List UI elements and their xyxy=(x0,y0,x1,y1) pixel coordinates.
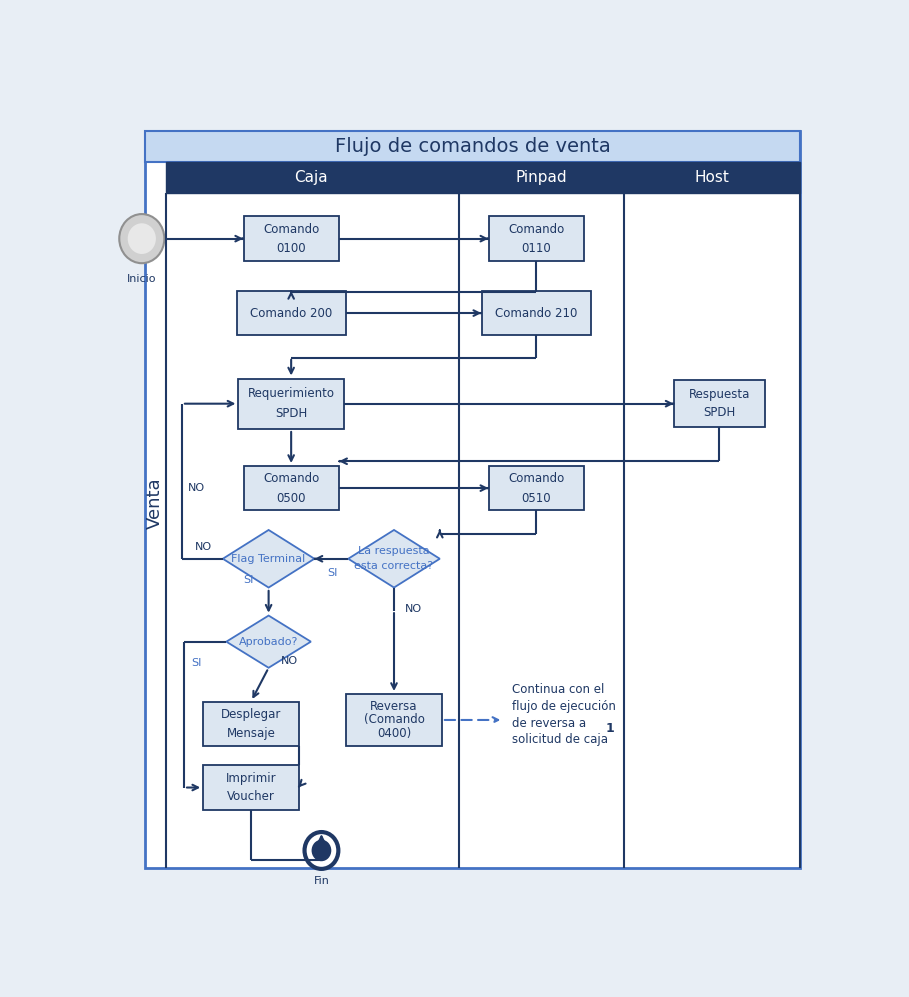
Text: Flag Terminal: Flag Terminal xyxy=(232,553,305,563)
Text: SI: SI xyxy=(192,658,202,668)
Text: Reversa: Reversa xyxy=(370,700,418,713)
FancyBboxPatch shape xyxy=(674,380,765,428)
FancyBboxPatch shape xyxy=(482,291,591,335)
Text: 0400): 0400) xyxy=(377,727,411,741)
FancyBboxPatch shape xyxy=(145,132,801,868)
Polygon shape xyxy=(348,530,440,587)
Text: 0510: 0510 xyxy=(522,492,551,504)
Text: Comando 200: Comando 200 xyxy=(250,307,333,320)
Polygon shape xyxy=(226,615,311,668)
Text: Aprobado?: Aprobado? xyxy=(239,637,298,647)
Text: Comando 210: Comando 210 xyxy=(495,307,577,320)
Text: Host: Host xyxy=(695,169,730,184)
FancyBboxPatch shape xyxy=(204,702,298,746)
Text: Continua con el: Continua con el xyxy=(513,683,604,696)
Text: 0110: 0110 xyxy=(522,242,551,255)
Text: Caja: Caja xyxy=(295,169,327,184)
Text: Desplegar: Desplegar xyxy=(221,708,281,721)
Text: solicitud de caja: solicitud de caja xyxy=(513,734,608,747)
Circle shape xyxy=(305,832,338,869)
Circle shape xyxy=(312,839,331,861)
Text: SPDH: SPDH xyxy=(275,407,307,420)
Text: Comando: Comando xyxy=(263,473,319,486)
Text: Comando: Comando xyxy=(508,473,564,486)
Text: NO: NO xyxy=(281,656,298,666)
FancyBboxPatch shape xyxy=(236,291,345,335)
FancyBboxPatch shape xyxy=(489,216,584,261)
Text: Flujo de comandos de venta: Flujo de comandos de venta xyxy=(335,137,611,156)
Text: Voucher: Voucher xyxy=(227,791,275,804)
FancyBboxPatch shape xyxy=(238,379,344,429)
Text: NO: NO xyxy=(188,484,205,494)
FancyBboxPatch shape xyxy=(346,694,442,746)
FancyBboxPatch shape xyxy=(145,132,801,162)
Text: Fin: Fin xyxy=(314,876,329,886)
Text: Requerimiento: Requerimiento xyxy=(247,387,335,400)
Text: NO: NO xyxy=(405,604,423,614)
FancyBboxPatch shape xyxy=(244,466,339,510)
FancyBboxPatch shape xyxy=(244,216,339,261)
Text: 0100: 0100 xyxy=(276,242,306,255)
Text: La respuesta: La respuesta xyxy=(358,546,430,556)
Text: Respuesta: Respuesta xyxy=(689,388,750,401)
Text: Comando: Comando xyxy=(263,223,319,236)
Text: Imprimir: Imprimir xyxy=(225,772,276,785)
Text: SPDH: SPDH xyxy=(704,407,735,420)
FancyBboxPatch shape xyxy=(204,766,298,810)
Text: SI: SI xyxy=(327,567,337,577)
Text: Pinpad: Pinpad xyxy=(515,169,567,184)
Text: SI: SI xyxy=(244,575,255,585)
FancyBboxPatch shape xyxy=(166,162,801,192)
Text: Venta: Venta xyxy=(145,478,164,529)
Text: de reversa a: de reversa a xyxy=(513,717,586,730)
Circle shape xyxy=(127,223,156,254)
Text: esta correcta?: esta correcta? xyxy=(355,561,434,571)
Text: 0500: 0500 xyxy=(276,492,306,504)
Text: 1: 1 xyxy=(605,723,614,736)
Text: Mensaje: Mensaje xyxy=(226,727,275,740)
Text: Inicio: Inicio xyxy=(127,273,156,283)
Text: (Comando: (Comando xyxy=(364,713,425,726)
Circle shape xyxy=(119,214,165,263)
Text: flujo de ejecución: flujo de ejecución xyxy=(513,700,616,713)
FancyBboxPatch shape xyxy=(489,466,584,510)
Text: NO: NO xyxy=(195,542,213,552)
Text: Comando: Comando xyxy=(508,223,564,236)
Polygon shape xyxy=(223,530,315,587)
